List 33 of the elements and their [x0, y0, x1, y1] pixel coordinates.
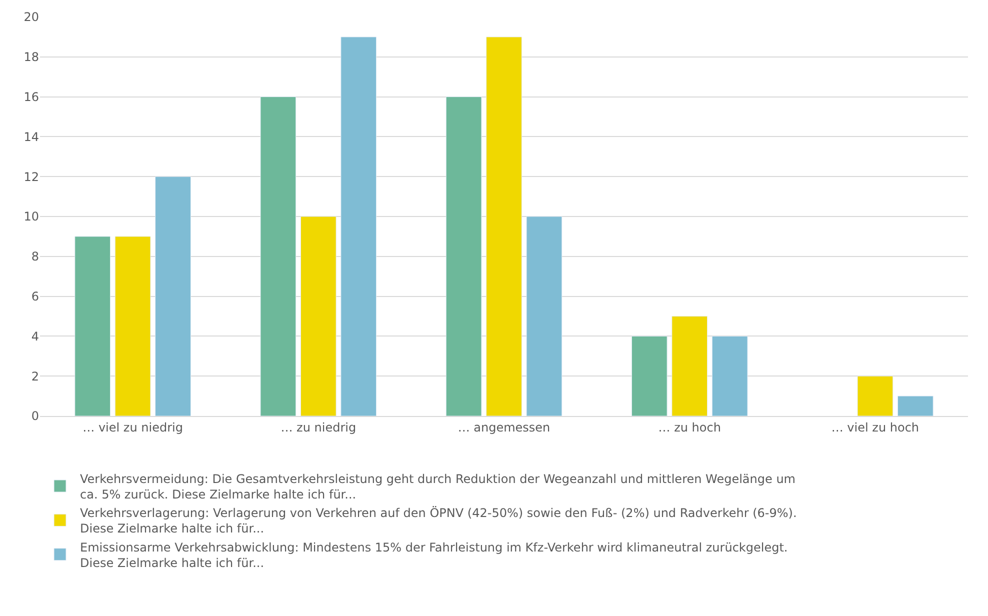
y-tick-label: 20	[24, 10, 39, 24]
bar	[712, 336, 748, 416]
legend-label: Emissionsarme Verkehrsabwicklung: Mindestens 15% der Fahrleistung im Kfz-Verkehr wird klimaneutral zurückgelegt. Diese Zielmarke halte ich für...	[80, 540, 788, 570]
legend-label: Verkehrsvermeidung: Die Gesamtverkehrsleistung geht durch Reduktion der Wegeanzahl und mittleren Wegelänge um ca. 5% zurück. Diese Zielmarke halte ich für...	[80, 472, 796, 502]
bar	[260, 96, 296, 416]
bar	[155, 176, 191, 416]
y-tick-label: 0	[31, 409, 39, 424]
bar	[446, 96, 482, 416]
bar	[672, 316, 708, 416]
bar	[300, 216, 336, 416]
x-tick-label: … zu niedrig	[280, 420, 356, 434]
y-tick-label: 6	[31, 290, 39, 304]
x-tick-label: … angemessen	[458, 420, 550, 434]
y-tick-label: 10	[24, 210, 39, 224]
y-tick-label: 14	[24, 130, 39, 144]
bar	[486, 36, 522, 416]
bar	[897, 396, 934, 416]
bar	[857, 376, 894, 416]
bar	[631, 336, 668, 416]
y-tick-label: 4	[31, 329, 39, 344]
y-tick-label: 16	[24, 90, 39, 104]
y-tick-label: 12	[24, 170, 39, 184]
x-tick-label: … viel zu niedrig	[82, 420, 183, 434]
y-tick-label: 8	[31, 250, 39, 264]
x-tick-label: … viel zu hoch	[831, 420, 920, 434]
x-tick-label: … zu hoch	[658, 420, 721, 434]
y-tick-label: 18	[24, 50, 39, 64]
bar	[526, 216, 562, 416]
legend-label: Verkehrsverlagerung: Verlagerung von Verkehren auf den ÖPNV (42-50%) sowie den Fuß- (2%) und Radverkehr (6-9%). Diese Zielmarke halte ich für...	[80, 506, 797, 536]
bar	[340, 36, 377, 416]
bar	[114, 236, 151, 416]
bar	[74, 236, 111, 416]
y-tick-label: 2	[31, 369, 39, 384]
